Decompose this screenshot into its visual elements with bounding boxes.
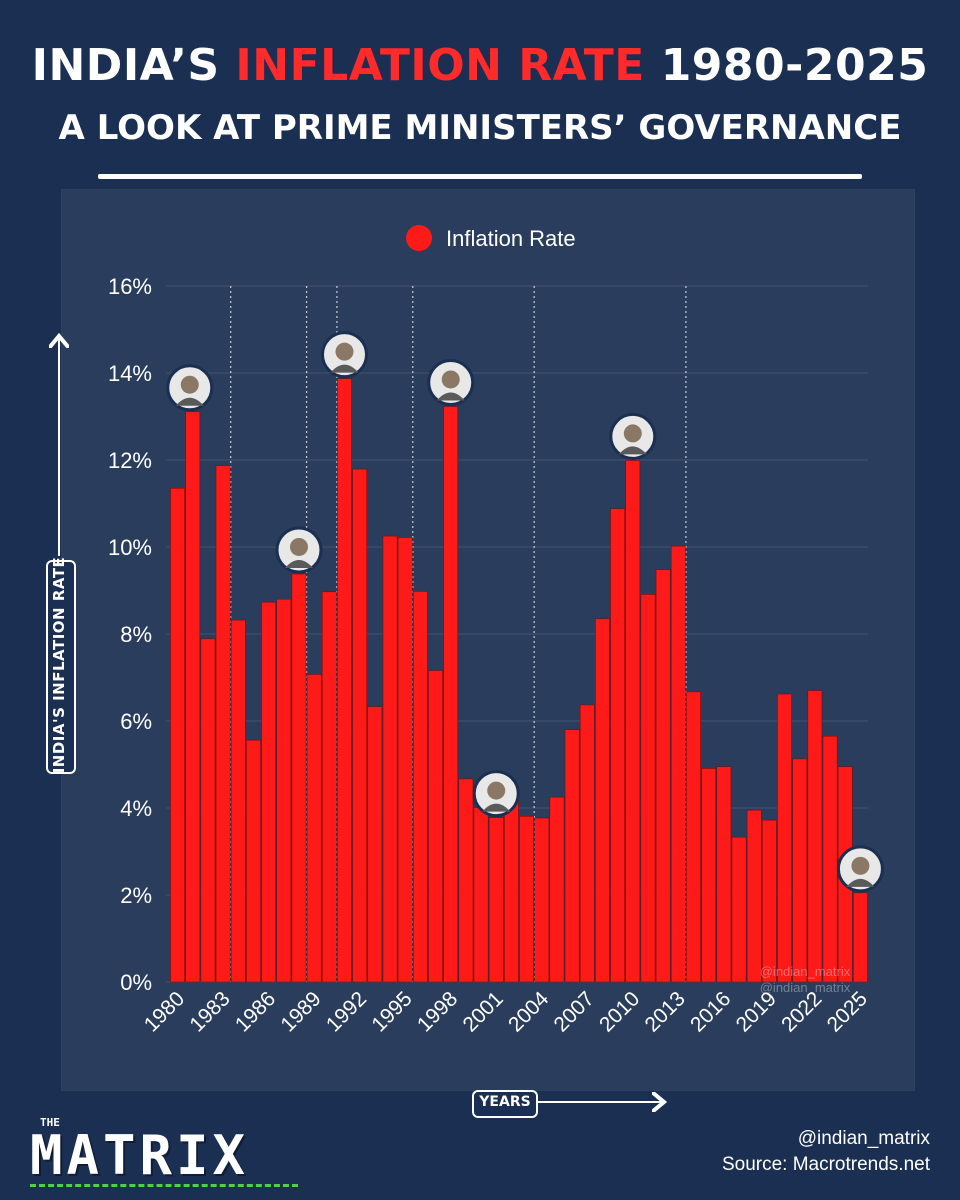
bar	[670, 545, 686, 983]
legend: Inflation Rate	[406, 225, 576, 251]
legend-marker	[406, 225, 432, 251]
bar	[761, 819, 777, 983]
bar	[534, 817, 550, 983]
title-divider	[98, 174, 862, 179]
bar	[549, 796, 565, 983]
pm-portrait	[275, 526, 323, 574]
x-tick-label: 1989	[276, 987, 325, 1036]
pm-portrait	[609, 412, 657, 460]
logo-underline	[30, 1184, 298, 1187]
source-credit: Source: Macrotrends.net	[721, 1154, 930, 1175]
y-axis-label-box	[46, 560, 76, 774]
bar	[488, 817, 504, 983]
pm-portrait	[166, 364, 214, 412]
x-axis-label-box	[472, 1090, 538, 1118]
y-tick-label: 14%	[108, 361, 152, 386]
bar	[412, 591, 428, 983]
pm-portrait	[427, 358, 475, 406]
x-tick-label: 1986	[231, 987, 280, 1036]
logo-prefix: THE	[40, 1116, 60, 1129]
brand-logo: MATRIX	[30, 1124, 250, 1187]
y-tick-label: 12%	[108, 448, 152, 473]
bar	[428, 670, 443, 983]
bar	[367, 706, 383, 983]
y-axis-ticks: 0% 2% 4% 6% 8% 10% 12% 14% 16%	[108, 274, 152, 995]
title-part1: INDIA’S	[31, 40, 236, 91]
bar	[397, 537, 413, 983]
bar	[853, 892, 868, 983]
x-axis-label: YEARS	[479, 1094, 531, 1110]
bar	[655, 569, 671, 983]
bar	[337, 378, 352, 983]
bar	[519, 815, 534, 983]
bar	[610, 508, 626, 983]
y-tick-label: 10%	[108, 535, 152, 560]
y-tick-label: 8%	[120, 622, 152, 647]
bar	[746, 809, 762, 983]
x-tick-label: 2001	[458, 987, 507, 1036]
chart-title: INDIA’S INFLATION RATE 1980-2025	[0, 40, 960, 91]
x-tick-label: 2013	[641, 987, 690, 1036]
x-tick-label: 2007	[550, 987, 599, 1036]
x-tick-label: 2016	[686, 987, 735, 1036]
y-tick-label: 2%	[120, 883, 152, 908]
bar	[731, 836, 747, 983]
bar	[777, 693, 792, 983]
y-tick-label: 0%	[120, 970, 152, 995]
bar	[807, 690, 823, 983]
bar	[792, 758, 808, 983]
bar	[701, 768, 717, 983]
title-accent: INFLATION RATE	[235, 40, 645, 91]
pm-portraits	[166, 331, 884, 893]
bar	[473, 807, 489, 983]
x-tick-label: 2010	[595, 987, 644, 1036]
bar	[185, 411, 201, 983]
watermark: @indian_matrix	[760, 980, 851, 995]
bar	[382, 535, 398, 983]
bar	[291, 573, 307, 983]
bar	[564, 729, 580, 983]
bars	[170, 378, 868, 983]
y-tick-label: 4%	[120, 796, 152, 821]
watermark: @indian_matrix	[760, 964, 851, 979]
bar	[640, 594, 656, 983]
bar	[276, 598, 292, 983]
bar	[215, 465, 231, 983]
bar	[822, 735, 838, 983]
pm-portrait	[836, 845, 884, 893]
pm-portrait	[321, 331, 368, 379]
bar	[246, 739, 261, 983]
bar	[321, 591, 337, 983]
pm-tenure-dividers	[230, 286, 687, 982]
social-handle: @indian_matrix	[797, 1128, 930, 1149]
bar	[352, 468, 368, 983]
bar	[504, 794, 519, 983]
y-tick-label: 16%	[108, 274, 152, 299]
x-tick-label: 1983	[185, 987, 234, 1036]
bar	[716, 766, 732, 983]
x-tick-label: 1992	[322, 987, 371, 1036]
x-tick-label: 1998	[413, 987, 462, 1036]
y-tick-label: 6%	[120, 709, 152, 734]
bar	[443, 406, 459, 983]
x-tick-label: 1995	[367, 987, 416, 1036]
bar	[306, 674, 322, 983]
x-tick-label: 2004	[504, 987, 554, 1037]
bar	[458, 778, 474, 983]
chart-subtitle: A LOOK AT PRIME MINISTERS’ GOVERNANCE	[58, 108, 902, 148]
y-axis-label: INDIA'S INFLATION RATE	[50, 556, 68, 774]
bar	[595, 618, 610, 983]
pm-portrait	[472, 770, 520, 818]
bar	[261, 601, 277, 983]
bar	[686, 691, 701, 983]
bar	[625, 460, 641, 983]
bar	[200, 638, 216, 983]
bar	[579, 704, 595, 983]
bar	[170, 487, 185, 983]
legend-label: Inflation Rate	[446, 226, 576, 251]
title-part2: 1980-2025	[644, 40, 929, 91]
bar	[230, 619, 246, 983]
